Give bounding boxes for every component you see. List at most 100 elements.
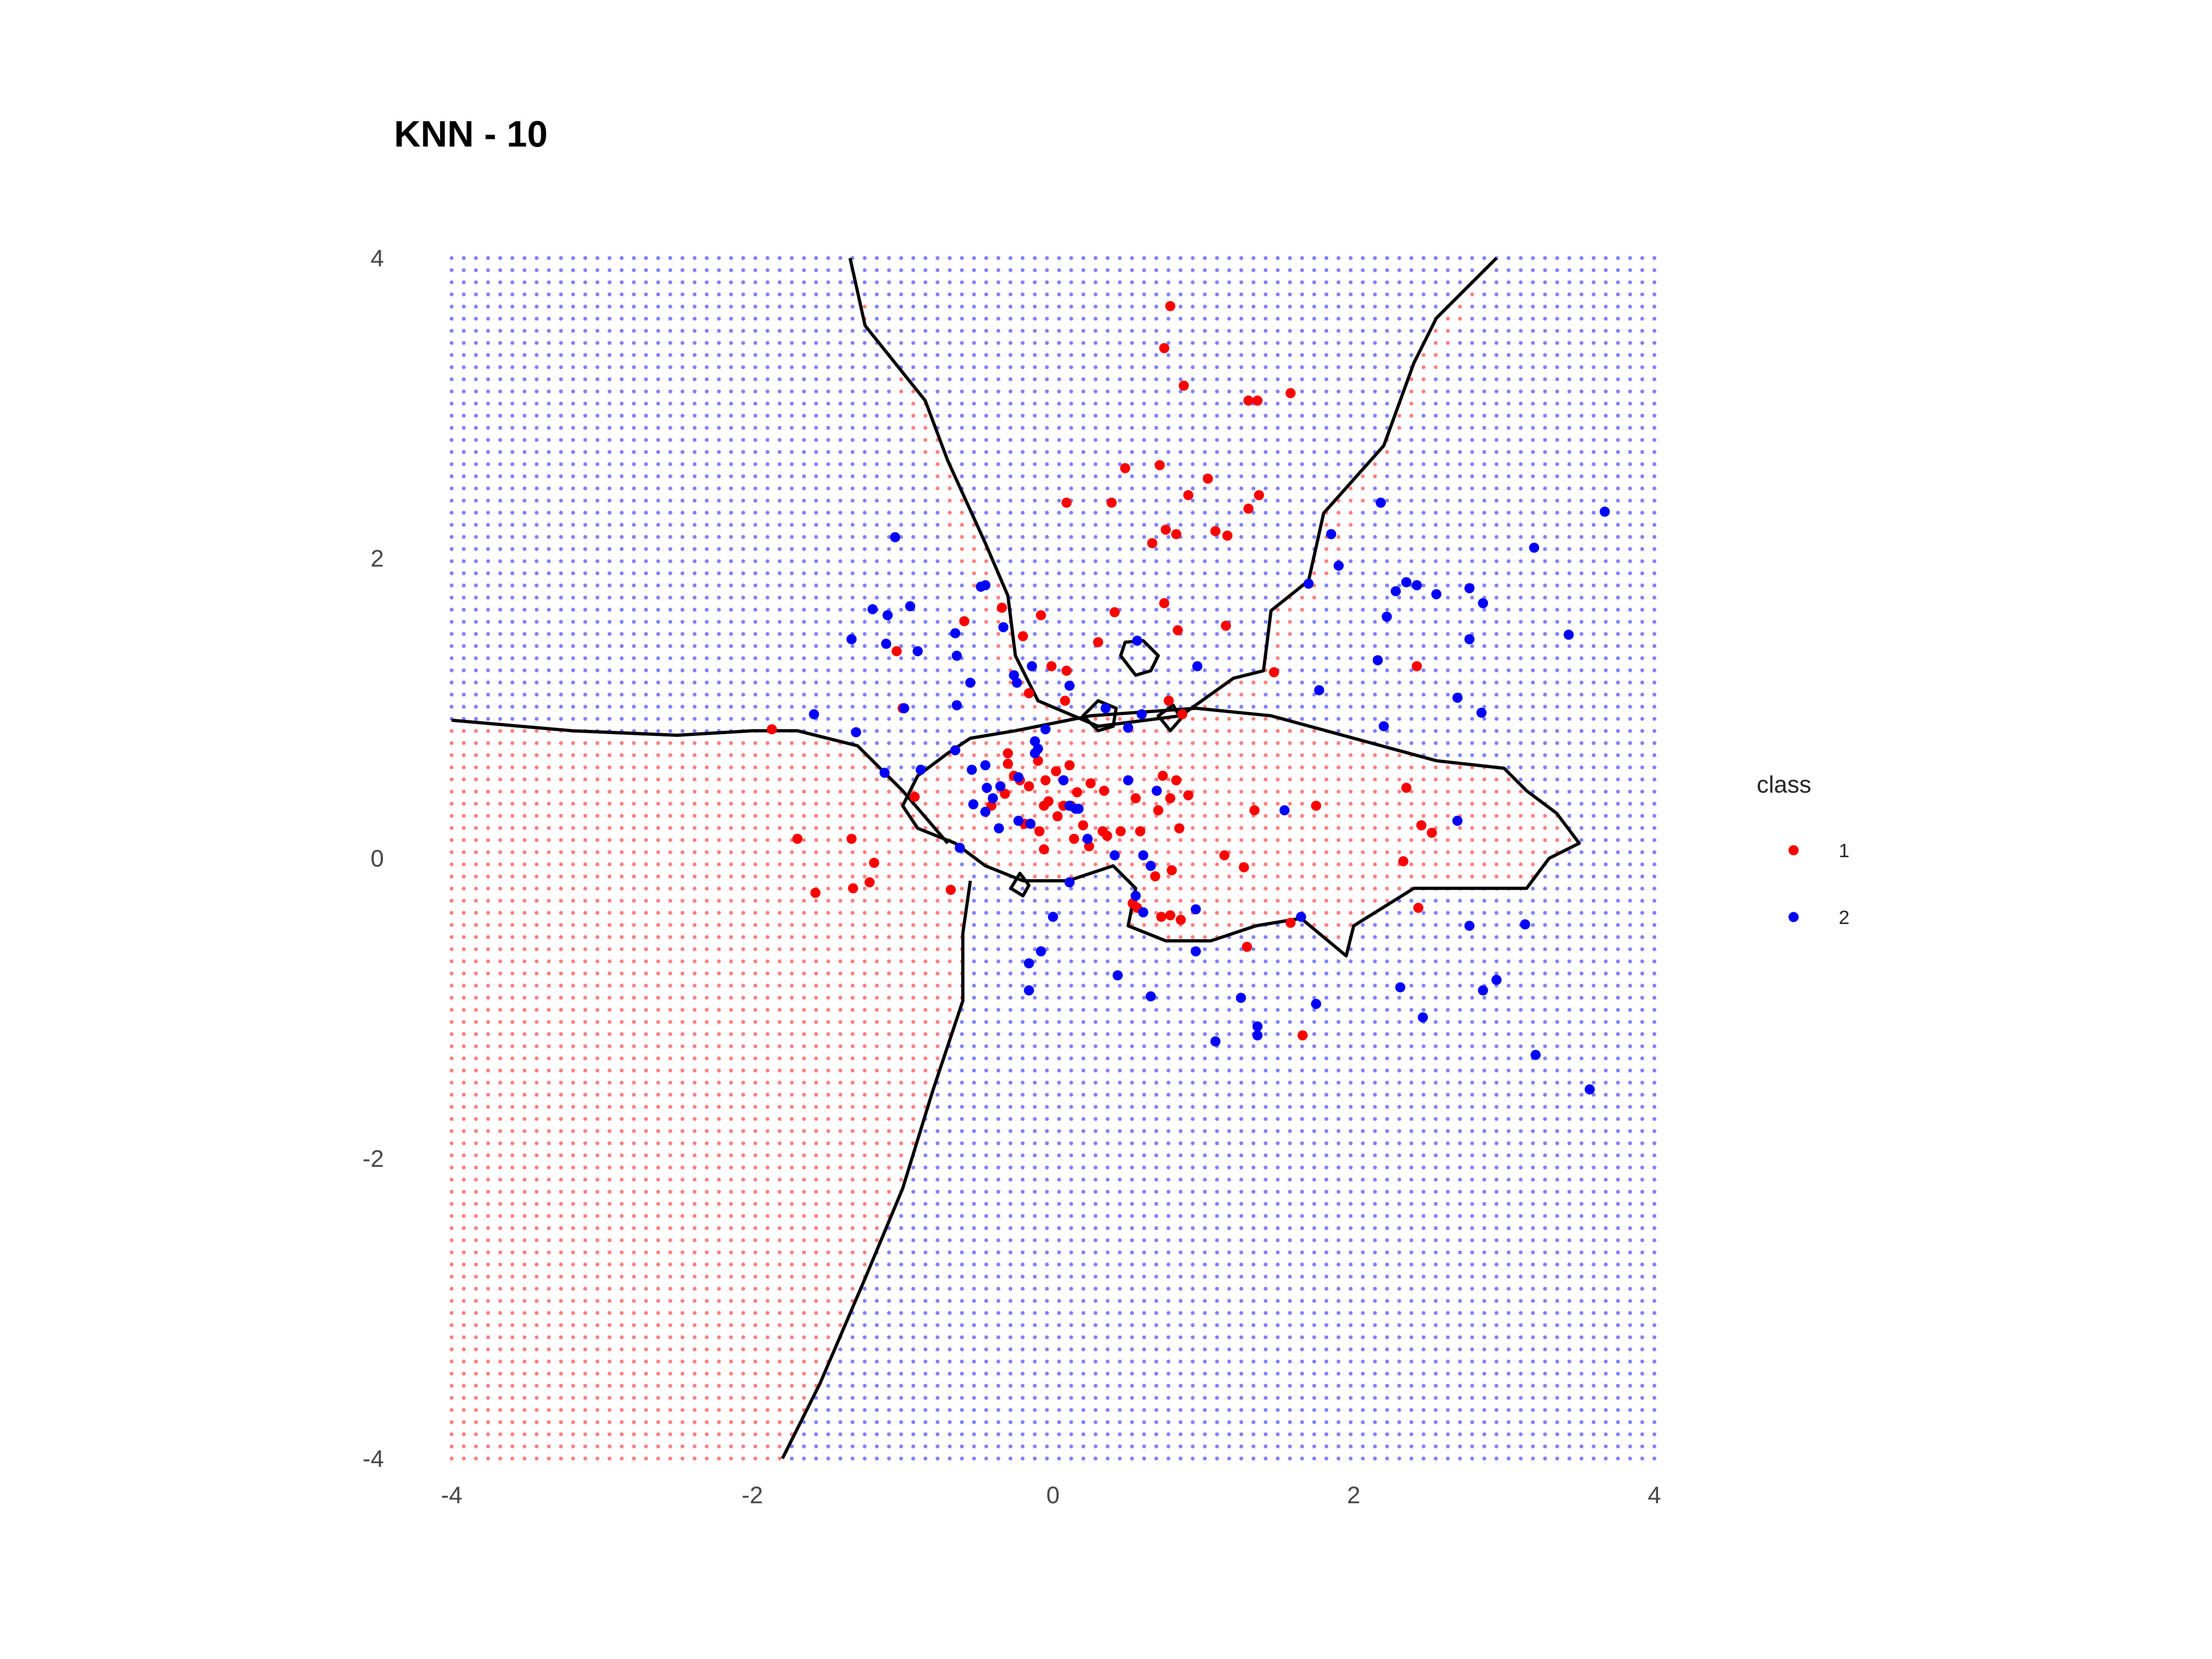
grid-dot — [1020, 1044, 1025, 1048]
grid-dot — [741, 1081, 745, 1085]
grid-dot — [705, 1141, 709, 1146]
grid-dot — [486, 1129, 490, 1133]
grid-dot — [644, 535, 648, 539]
grid-dot — [863, 1408, 867, 1412]
grid-dot — [1045, 535, 1049, 539]
grid-dot — [960, 801, 964, 806]
grid-dot — [449, 1359, 454, 1364]
grid-dot — [474, 1008, 478, 1012]
grid-dot — [1033, 862, 1037, 866]
grid-dot — [777, 256, 782, 260]
grid-dot — [583, 1359, 588, 1364]
grid-dot — [911, 292, 916, 297]
grid-dot — [947, 801, 952, 806]
grid-dot — [693, 1359, 697, 1364]
grid-dot — [523, 1456, 527, 1461]
grid-dot — [960, 499, 964, 503]
grid-dot — [547, 1371, 551, 1376]
grid-dot — [595, 1444, 600, 1448]
grid-dot — [790, 1020, 794, 1024]
grid-dot — [790, 377, 794, 382]
grid-dot — [693, 1202, 697, 1206]
grid-dot — [887, 632, 891, 636]
grid-dot — [583, 511, 588, 515]
grid-dot — [583, 1189, 588, 1194]
grid-dot — [741, 935, 745, 939]
grid-dot — [680, 777, 685, 782]
grid-dot — [935, 1371, 940, 1376]
grid-dot — [935, 1420, 940, 1424]
grid-dot — [680, 1323, 685, 1327]
grid-dot — [802, 571, 806, 576]
grid-dot — [559, 535, 563, 539]
grid-dot — [619, 547, 624, 551]
grid-dot — [523, 644, 527, 648]
grid-dot — [547, 693, 551, 697]
grid-dot — [984, 959, 988, 964]
grid-dot — [972, 438, 976, 442]
grid-dot — [523, 983, 527, 988]
grid-dot — [547, 426, 551, 430]
grid-dot — [899, 826, 903, 830]
grid-dot — [474, 801, 478, 806]
grid-dot — [802, 1347, 806, 1352]
grid-dot — [911, 474, 916, 478]
grid-dot — [935, 1347, 940, 1352]
grid-dot — [486, 583, 490, 588]
grid-dot — [1008, 377, 1012, 382]
grid-dot — [935, 1408, 940, 1412]
grid-dot — [583, 1117, 588, 1121]
grid-dot — [875, 1129, 879, 1133]
grid-dot — [693, 995, 697, 1000]
grid-dot — [887, 1250, 891, 1254]
grid-dot — [498, 705, 502, 709]
grid-dot — [705, 341, 709, 345]
grid-dot — [984, 947, 988, 951]
grid-dot — [535, 620, 539, 624]
grid-dot — [449, 353, 454, 357]
grid-dot — [863, 1189, 867, 1194]
grid-dot — [680, 389, 685, 394]
grid-dot — [838, 1383, 842, 1388]
grid-dot — [765, 838, 770, 842]
grid-dot — [1020, 1311, 1025, 1315]
grid-dot — [656, 559, 660, 564]
grid-dot — [765, 499, 770, 503]
grid-dot — [462, 1287, 466, 1291]
grid-dot — [644, 438, 648, 442]
grid-dot — [680, 668, 685, 672]
grid-dot — [899, 1432, 903, 1436]
grid-dot — [510, 838, 515, 842]
grid-dot — [462, 899, 466, 903]
grid-dot — [595, 923, 600, 927]
grid-dot — [717, 1275, 721, 1279]
grid-dot — [802, 305, 806, 309]
grid-dot — [911, 1202, 916, 1206]
grid-dot — [1008, 1456, 1012, 1461]
grid-dot — [498, 462, 502, 466]
grid-dot — [765, 693, 770, 697]
grid-dot — [1033, 1044, 1037, 1048]
grid-dot — [644, 280, 648, 284]
grid-dot — [741, 389, 745, 394]
grid-dot — [972, 571, 976, 576]
grid-dot — [765, 826, 770, 830]
grid-dot — [632, 693, 636, 697]
grid-dot — [607, 595, 612, 600]
grid-dot — [595, 862, 600, 866]
grid-dot — [474, 317, 478, 321]
grid-dot — [644, 632, 648, 636]
grid-dot — [850, 1008, 855, 1012]
grid-dot — [802, 583, 806, 588]
grid-dot — [523, 899, 527, 903]
grid-dot — [972, 462, 976, 466]
grid-dot — [571, 571, 575, 576]
grid-dot — [656, 389, 660, 394]
grid-dot — [863, 935, 867, 939]
grid-dot — [607, 1456, 612, 1461]
grid-dot — [947, 693, 952, 697]
grid-dot — [924, 450, 928, 454]
grid-dot — [984, 1032, 988, 1036]
grid-dot — [644, 656, 648, 660]
grid-dot — [717, 1153, 721, 1158]
